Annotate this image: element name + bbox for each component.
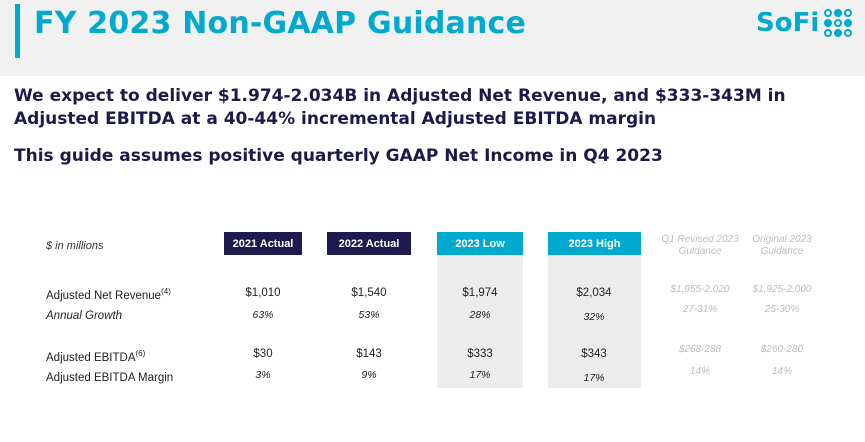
col-header-2023-high: 2023 High: [548, 232, 641, 255]
units-label: $ in millions: [46, 240, 104, 252]
sofi-logo: SoFi: [756, 8, 853, 38]
col-header-original: Original 2023 Guidance: [752, 234, 812, 257]
cell-growth-2023-low: 28%: [469, 309, 491, 321]
cell-margin-2023-high: 17%: [583, 372, 605, 384]
footnote-marker: (6): [135, 349, 146, 358]
cell-revenue-original: $1,925-2,000: [752, 284, 812, 295]
cell-ebitda-original: $260-280: [760, 344, 804, 355]
row-label-annual-growth: Annual Growth: [46, 310, 123, 322]
accent-bar: [15, 4, 20, 58]
cell-growth-original: 25-30%: [764, 304, 800, 315]
cell-margin-original: 14%: [771, 366, 792, 377]
row-label-adjusted-ebitda: Adjusted EBITDA(6): [46, 349, 145, 364]
header-band: FY 2023 Non-GAAP Guidance SoFi: [0, 0, 865, 76]
cell-ebitda-2023-low: $333: [467, 348, 493, 360]
col-header-q1-revised: Q1 Revised 2023 Guidance: [661, 234, 739, 257]
col-header-2023-low: 2023 Low: [437, 232, 523, 255]
cell-ebitda-2023-high: $343: [581, 348, 607, 360]
cell-ebitda-2022: $143: [356, 348, 382, 360]
cell-revenue-2021: $1,010: [245, 287, 281, 299]
cell-margin-2022: 9%: [361, 369, 377, 381]
subheadline: This guide assumes positive quarterly GA…: [14, 146, 663, 166]
col-shade-2023-low: [437, 232, 523, 388]
cell-ebitda-q1-revised: $268-288: [678, 344, 722, 355]
cell-revenue-2022: $1,540: [351, 287, 387, 299]
col-header-2022-actual: 2022 Actual: [327, 232, 411, 255]
page-title: FY 2023 Non-GAAP Guidance: [34, 6, 527, 41]
cell-revenue-2023-low: $1,974: [462, 287, 498, 299]
footnote-marker: (4): [161, 287, 171, 296]
row-label-text: Adjusted Net Revenue: [46, 289, 162, 302]
row-label-adjusted-net-revenue: Adjusted Net Revenue(4): [46, 287, 171, 302]
cell-margin-q1-revised: 14%: [689, 366, 710, 377]
row-label-text: Adjusted EBITDA: [46, 351, 136, 364]
cell-growth-q1-revised: 27-31%: [682, 304, 718, 315]
cell-revenue-q1-revised: $1,955-2,020: [670, 284, 730, 295]
cell-revenue-2023-high: $2,034: [576, 287, 612, 299]
cell-growth-2023-high: 32%: [583, 311, 605, 323]
cell-margin-2021: 3%: [255, 369, 271, 381]
cell-margin-2023-low: 17%: [469, 369, 491, 381]
sofi-logo-icon: [824, 9, 853, 37]
cell-ebitda-2021: $30: [253, 348, 273, 360]
col-header-2021-actual: 2021 Actual: [224, 232, 302, 255]
logo-text: SoFi: [756, 8, 820, 38]
headline: We expect to deliver $1.974-2.034B in Ad…: [14, 86, 786, 129]
cell-growth-2022: 53%: [358, 309, 380, 321]
cell-growth-2021: 63%: [252, 309, 274, 321]
col-shade-2023-high: [548, 232, 641, 388]
row-label-adjusted-ebitda-margin: Adjusted EBITDA Margin: [46, 372, 174, 384]
